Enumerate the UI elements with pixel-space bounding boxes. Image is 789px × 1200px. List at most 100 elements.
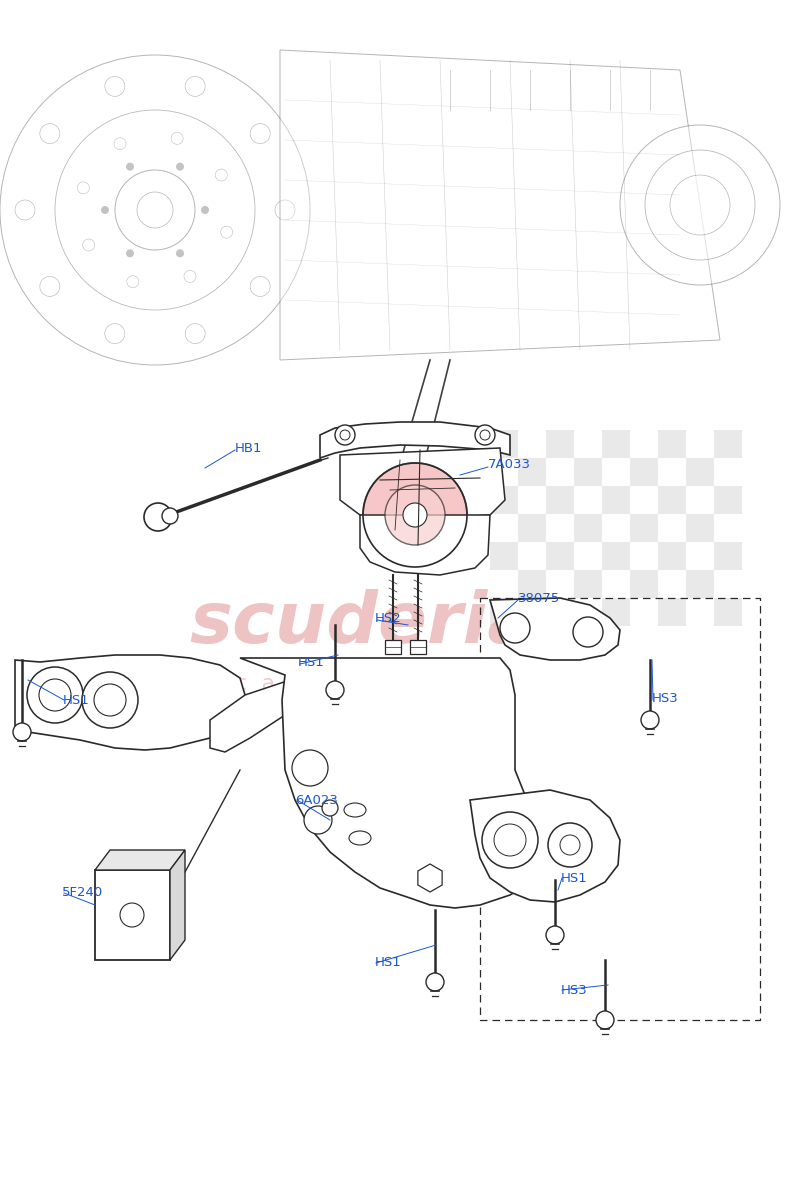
- Text: HS3: HS3: [652, 691, 679, 704]
- Circle shape: [82, 672, 138, 728]
- Polygon shape: [490, 598, 620, 660]
- Text: HS2: HS2: [375, 612, 402, 624]
- Bar: [546, 542, 574, 570]
- Bar: [714, 486, 742, 514]
- Circle shape: [126, 250, 134, 257]
- Circle shape: [126, 163, 134, 170]
- Circle shape: [620, 125, 780, 284]
- Polygon shape: [170, 850, 185, 960]
- Bar: [686, 514, 714, 542]
- Bar: [714, 598, 742, 626]
- Text: 6A023: 6A023: [295, 793, 338, 806]
- Bar: [630, 458, 658, 486]
- Bar: [574, 570, 602, 598]
- Circle shape: [292, 750, 328, 786]
- Ellipse shape: [349, 830, 371, 845]
- Bar: [490, 598, 518, 626]
- Circle shape: [494, 824, 526, 856]
- Bar: [518, 570, 546, 598]
- Bar: [658, 430, 686, 458]
- Bar: [518, 514, 546, 542]
- Circle shape: [201, 206, 209, 214]
- Text: HS1: HS1: [375, 955, 402, 968]
- Circle shape: [101, 206, 109, 214]
- Circle shape: [304, 806, 332, 834]
- Circle shape: [670, 175, 730, 235]
- Circle shape: [385, 485, 445, 545]
- Polygon shape: [280, 50, 720, 360]
- Circle shape: [94, 684, 126, 716]
- Circle shape: [162, 508, 178, 524]
- Text: scuderia: scuderia: [189, 589, 537, 659]
- Circle shape: [645, 150, 755, 260]
- Circle shape: [546, 926, 564, 944]
- Bar: [658, 598, 686, 626]
- Bar: [95, 870, 170, 960]
- Circle shape: [480, 430, 490, 440]
- Bar: [546, 430, 574, 458]
- Bar: [714, 542, 742, 570]
- Bar: [574, 458, 602, 486]
- Circle shape: [335, 425, 355, 445]
- Bar: [602, 598, 630, 626]
- Bar: [630, 570, 658, 598]
- Circle shape: [13, 722, 31, 740]
- Circle shape: [176, 250, 184, 257]
- Polygon shape: [360, 515, 490, 575]
- Bar: [602, 430, 630, 458]
- Polygon shape: [470, 790, 620, 902]
- Circle shape: [560, 835, 580, 854]
- Bar: [546, 598, 574, 626]
- Bar: [518, 458, 546, 486]
- Bar: [490, 542, 518, 570]
- Text: HS1: HS1: [561, 871, 588, 884]
- Bar: [385, 640, 401, 654]
- Bar: [410, 640, 426, 654]
- Bar: [714, 430, 742, 458]
- Text: 7A033: 7A033: [488, 458, 531, 472]
- Polygon shape: [95, 850, 185, 870]
- Circle shape: [322, 800, 338, 816]
- Text: HB1: HB1: [235, 442, 263, 455]
- Circle shape: [340, 430, 350, 440]
- Circle shape: [596, 1010, 614, 1028]
- Polygon shape: [320, 422, 510, 458]
- Polygon shape: [340, 448, 505, 520]
- Bar: [546, 486, 574, 514]
- Bar: [658, 542, 686, 570]
- Ellipse shape: [344, 803, 366, 817]
- Circle shape: [426, 973, 444, 991]
- Text: HS1: HS1: [298, 656, 325, 670]
- Circle shape: [326, 680, 344, 698]
- Bar: [658, 486, 686, 514]
- Bar: [602, 486, 630, 514]
- Bar: [686, 458, 714, 486]
- Circle shape: [176, 163, 184, 170]
- Circle shape: [144, 503, 172, 530]
- Circle shape: [482, 812, 538, 868]
- Circle shape: [39, 679, 71, 710]
- Polygon shape: [15, 655, 245, 750]
- Text: 5F240: 5F240: [62, 887, 103, 900]
- Text: HS1: HS1: [63, 694, 90, 707]
- Bar: [490, 430, 518, 458]
- Circle shape: [548, 823, 592, 866]
- Circle shape: [475, 425, 495, 445]
- Circle shape: [500, 613, 530, 643]
- Bar: [574, 514, 602, 542]
- Polygon shape: [210, 674, 320, 752]
- Polygon shape: [240, 658, 548, 908]
- Bar: [686, 570, 714, 598]
- Bar: [602, 542, 630, 570]
- Circle shape: [27, 667, 83, 722]
- Bar: [490, 486, 518, 514]
- Text: HS3: HS3: [561, 984, 588, 996]
- Circle shape: [120, 902, 144, 926]
- Text: c  a  r  p  a  r  t  s: c a r p a r t s: [235, 674, 428, 694]
- Bar: [630, 514, 658, 542]
- Circle shape: [363, 463, 467, 566]
- Circle shape: [641, 710, 659, 728]
- Text: 38075: 38075: [518, 592, 560, 605]
- Circle shape: [403, 503, 427, 527]
- Circle shape: [573, 617, 603, 647]
